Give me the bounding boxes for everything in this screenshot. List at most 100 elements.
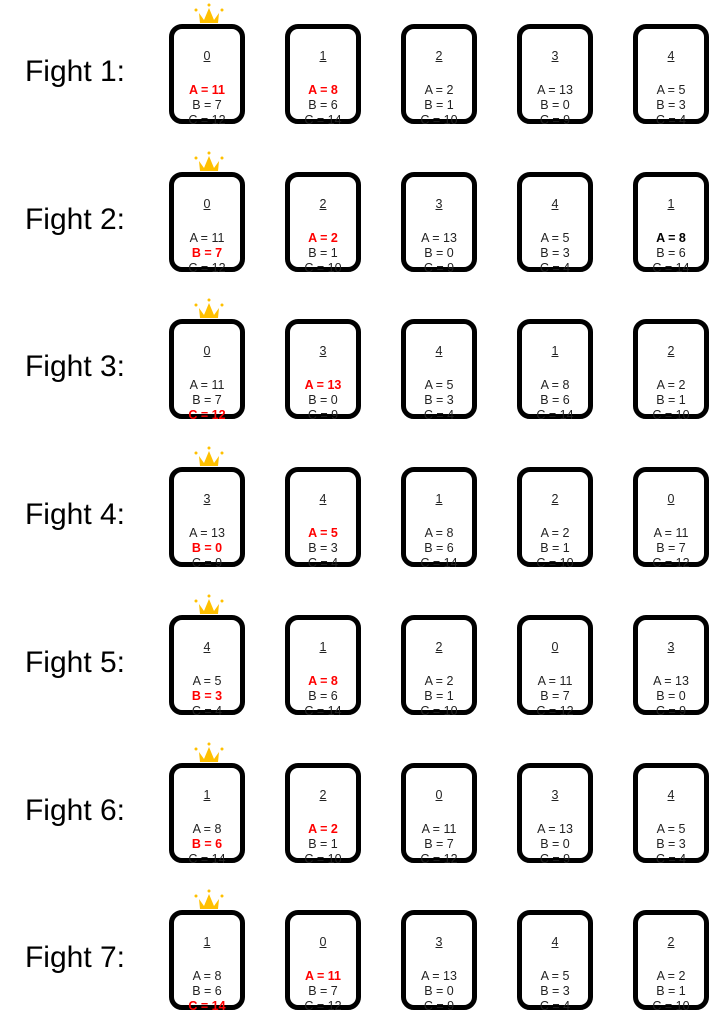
fight-label: Fight 2:	[24, 203, 126, 236]
stat-a: A = 5	[308, 526, 338, 540]
stat-a: A = 2	[540, 526, 570, 540]
stat-a: A = 5	[540, 231, 570, 245]
stat-a: A = 11	[189, 378, 225, 392]
stat-a: A = 13	[189, 526, 225, 540]
fight-label: Fight 3:	[24, 350, 126, 383]
stat-a: A = 2	[424, 674, 454, 688]
card-id: 0	[203, 197, 211, 211]
card-id: 2	[667, 344, 675, 358]
stat-b: B = 3	[656, 98, 686, 112]
card-id: 4	[667, 788, 675, 802]
stat-c: C = 14	[420, 556, 458, 570]
stat-b: B = 1	[656, 984, 686, 998]
stat-a: A = 11	[189, 231, 225, 245]
stat-c: C = 12	[652, 556, 690, 570]
stat-c: C = 14	[304, 113, 342, 127]
stat-a: A = 8	[540, 378, 570, 392]
stat-b: B = 3	[540, 984, 570, 998]
fight-label: Fight 4:	[24, 498, 126, 531]
stat-a: A = 13	[653, 674, 689, 688]
stat-b: B = 1	[656, 393, 686, 407]
stat-b: B = 7	[192, 393, 222, 407]
stat-c: C = 10	[420, 113, 458, 127]
stat-a: A = 5	[424, 378, 454, 392]
stat-b: B = 6	[191, 837, 223, 851]
card-id: 4	[435, 344, 443, 358]
stat-c: C = 9	[539, 852, 571, 866]
stat-b: B = 6	[192, 984, 222, 998]
stat-c: C = 14	[304, 704, 342, 718]
stat-a: A = 5	[656, 822, 686, 836]
card-id: 4	[667, 49, 675, 63]
stat-c: C = 10	[652, 408, 690, 422]
stat-b: B = 1	[424, 98, 454, 112]
stat-c: C = 4	[655, 113, 687, 127]
card-id: 2	[551, 492, 559, 506]
stat-a: A = 2	[424, 83, 454, 97]
card-id: 1	[319, 49, 327, 63]
card-id: 4	[203, 640, 211, 654]
stat-a: A = 5	[540, 969, 570, 983]
stat-b: B = 7	[308, 984, 338, 998]
card-id: 0	[667, 492, 675, 506]
stat-c: C = 14	[652, 261, 690, 275]
stat-b: B = 3	[424, 393, 454, 407]
stat-a: A = 8	[656, 231, 686, 245]
stat-c: C = 14	[188, 999, 226, 1013]
stat-c: C = 9	[655, 704, 687, 718]
stat-b: B = 7	[192, 98, 222, 112]
stat-a: A = 8	[308, 674, 338, 688]
stat-c: C = 4	[655, 852, 687, 866]
card-id: 3	[435, 935, 443, 949]
stat-b: B = 7	[656, 541, 686, 555]
stat-c: C = 12	[188, 408, 226, 422]
fight-label: Fight 1:	[24, 55, 126, 88]
stat-a: A = 13	[537, 83, 573, 97]
stat-c: C = 9	[423, 999, 455, 1013]
stat-a: A = 5	[192, 674, 222, 688]
stat-c: C = 14	[188, 852, 226, 866]
stat-a: A = 2	[656, 969, 686, 983]
stat-c: C = 4	[191, 704, 223, 718]
stat-b: B = 0	[308, 393, 338, 407]
card-id: 3	[667, 640, 675, 654]
stat-b: B = 3	[191, 689, 223, 703]
card-id: 1	[667, 197, 675, 211]
stat-c: C = 4	[539, 261, 571, 275]
stat-c: C = 10	[304, 852, 342, 866]
stat-a: A = 8	[308, 83, 338, 97]
stat-c: C = 9	[423, 261, 455, 275]
card-id: 1	[203, 935, 211, 949]
stat-a: A = 2	[308, 231, 338, 245]
card-id: 3	[551, 49, 559, 63]
stat-c: C = 12	[420, 852, 458, 866]
